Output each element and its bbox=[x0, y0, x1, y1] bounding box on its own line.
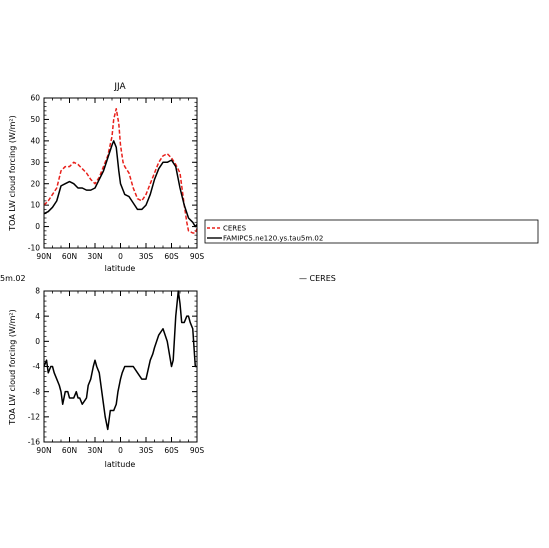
bottom-chart-panel: 90N 60N 30N 0 30S 60S 90S -16 -12 -8 -4 0 4 8 latitud… bbox=[8, 287, 204, 469]
x-tick-label: 30S bbox=[139, 252, 154, 261]
top-axis-ticks: 90N 60N 30N 0 30S 60S 90S -10 0 10 20 30 40 50 60 bbox=[28, 94, 205, 261]
y-tick-label: 50 bbox=[30, 115, 40, 124]
series-line-famipc5-ne120-ys-tau5m-02 bbox=[43, 140, 198, 228]
bottom-x-axis-label: latitude bbox=[105, 460, 136, 469]
x-tick-label: 60S bbox=[164, 252, 179, 261]
y-tick-label: 4 bbox=[35, 312, 40, 321]
y-tick-label: 8 bbox=[35, 287, 40, 296]
legend-label-model: FAMIPC5.ne120.ys.tau5m.02 bbox=[223, 235, 323, 243]
y-tick-label: 30 bbox=[30, 158, 40, 167]
x-tick-label: 60N bbox=[62, 252, 77, 261]
top-chart-panel: JJA 90N 60N 30N 0 30S 60S 90S-100102030405060 … bbox=[8, 82, 204, 273]
stray-legend-label: — CERES bbox=[299, 274, 336, 283]
x-tick-label: 30S bbox=[139, 446, 154, 455]
bottom-y-axis-label: TOA LW cloud forcing (W/m²) bbox=[8, 309, 17, 425]
top-plot-frame bbox=[43, 97, 198, 249]
y-tick-label: -16 bbox=[28, 438, 40, 447]
legend-label-ceres: CERES bbox=[223, 225, 247, 233]
x-tick-label: 90N bbox=[36, 446, 51, 455]
y-tick-label: 60 bbox=[30, 94, 40, 103]
y-tick-label: 10 bbox=[30, 201, 40, 210]
y-tick-label: 0 bbox=[35, 337, 40, 346]
top-y-axis-label: TOA LW cloud forcing (W/m²) bbox=[8, 115, 17, 231]
y-tick-label: 20 bbox=[30, 179, 40, 188]
x-tick-label: 90S bbox=[190, 446, 205, 455]
chart-title: JJA bbox=[113, 82, 126, 92]
series-line-ceres bbox=[43, 107, 198, 234]
bottom-series-layer bbox=[43, 290, 197, 431]
series-line-panel1-series0 bbox=[43, 290, 197, 431]
y-tick-label: 0 bbox=[35, 222, 40, 231]
y-tick-label: -4 bbox=[33, 362, 41, 371]
x-tick-label: 0 bbox=[118, 446, 123, 455]
x-tick-label: 60S bbox=[164, 446, 179, 455]
y-tick-label: 40 bbox=[30, 136, 40, 145]
cut-off-label: 5m.02 bbox=[0, 274, 26, 283]
top-series-layer bbox=[43, 107, 198, 234]
legend: CERES FAMIPC5.ne120.ys.tau5m.02 bbox=[204, 219, 539, 244]
legend-box bbox=[204, 219, 539, 244]
x-tick-label: 90S bbox=[190, 252, 205, 261]
bottom-plot-frame bbox=[43, 290, 198, 443]
top-x-axis-label: latitude bbox=[105, 264, 136, 273]
y-tick-label: -12 bbox=[28, 412, 40, 421]
x-tick-label: 30N bbox=[87, 252, 102, 261]
y-tick-label: -10 bbox=[28, 244, 40, 253]
x-tick-label: 0 bbox=[118, 252, 123, 261]
x-tick-label: 90N bbox=[36, 252, 51, 261]
x-tick-label: 30N bbox=[87, 446, 102, 455]
x-tick-label: 60N bbox=[62, 446, 77, 455]
y-tick-label: -8 bbox=[33, 387, 41, 396]
